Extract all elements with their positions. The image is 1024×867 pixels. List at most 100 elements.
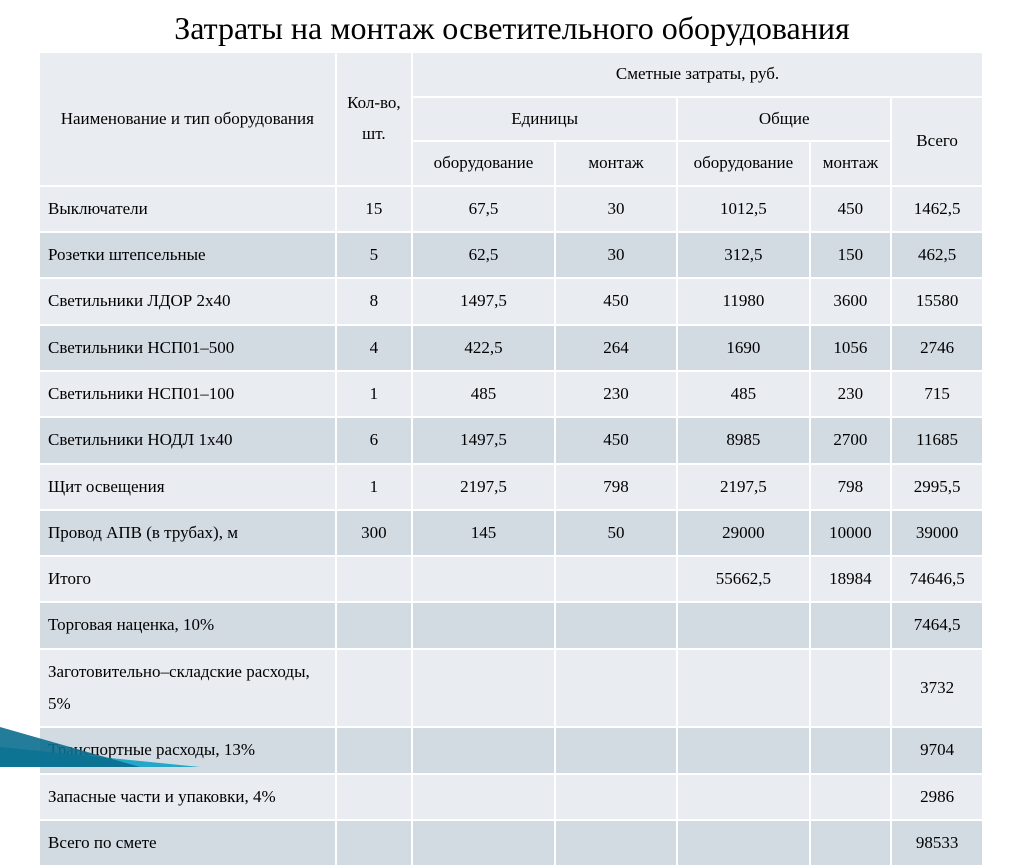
cell-um	[555, 556, 677, 602]
cell-name: Выключатели	[40, 186, 336, 232]
cell-te: 485	[677, 371, 810, 417]
cell-qty	[336, 774, 412, 820]
th-unit-group: Единицы	[412, 97, 677, 142]
cell-te	[677, 649, 810, 728]
page-title: Затраты на монтаж осветительного оборудо…	[40, 10, 984, 47]
cell-tot: 39000	[891, 510, 983, 556]
cell-um	[555, 774, 677, 820]
cell-tot: 74646,5	[891, 556, 983, 602]
th-total-equipment: оборудование	[677, 141, 810, 186]
cell-qty	[336, 820, 412, 866]
cell-qty: 1	[336, 464, 412, 510]
cell-um: 264	[555, 325, 677, 371]
table-row: Выключатели1567,5301012,54501462,5	[40, 186, 983, 232]
costs-table: Наименование и тип оборудования Кол-во, …	[40, 53, 984, 867]
cell-tm: 798	[810, 464, 892, 510]
cell-um	[555, 820, 677, 866]
cell-te: 55662,5	[677, 556, 810, 602]
cell-tm	[810, 774, 892, 820]
cell-tm: 1056	[810, 325, 892, 371]
cell-tm: 18984	[810, 556, 892, 602]
cell-um: 30	[555, 186, 677, 232]
cell-um: 450	[555, 278, 677, 324]
cell-name: Заготовительно–складские расходы, 5%	[40, 649, 336, 728]
cell-te	[677, 774, 810, 820]
cell-ue	[412, 602, 555, 648]
table-row: Щит освещения12197,57982197,57982995,5	[40, 464, 983, 510]
cell-ue: 1497,5	[412, 417, 555, 463]
cell-tot: 2986	[891, 774, 983, 820]
cell-um: 230	[555, 371, 677, 417]
cell-ue	[412, 820, 555, 866]
table-row: Светильники НСП01–1001485230485230715	[40, 371, 983, 417]
cell-ue: 67,5	[412, 186, 555, 232]
cell-tm	[810, 602, 892, 648]
cell-name: Розетки штепсельные	[40, 232, 336, 278]
table-row: Светильники НСП01–5004422,52641690105627…	[40, 325, 983, 371]
cell-ue: 145	[412, 510, 555, 556]
th-total-install: монтаж	[810, 141, 892, 186]
cell-tot: 15580	[891, 278, 983, 324]
cell-name: Итого	[40, 556, 336, 602]
table-row: Светильники ЛДОР 2x4081497,5450119803600…	[40, 278, 983, 324]
cell-te: 29000	[677, 510, 810, 556]
cell-tm	[810, 649, 892, 728]
cell-ue: 2197,5	[412, 464, 555, 510]
cell-qty: 8	[336, 278, 412, 324]
th-cost-group: Сметные затраты, руб.	[412, 53, 983, 97]
cell-te: 312,5	[677, 232, 810, 278]
table-row: Итого 55662,51898474646,5	[40, 556, 983, 602]
table-header: Наименование и тип оборудования Кол-во, …	[40, 53, 983, 186]
table-row: Запасные части и упаковки, 4% 2986	[40, 774, 983, 820]
cell-te: 8985	[677, 417, 810, 463]
cell-name: Светильники НОДЛ 1x40	[40, 417, 336, 463]
cell-qty	[336, 556, 412, 602]
cell-tm: 230	[810, 371, 892, 417]
table-row: Заготовительно–складские расходы, 5%3732	[40, 649, 983, 728]
cell-ue	[412, 649, 555, 728]
cell-name: Светильники НСП01–500	[40, 325, 336, 371]
cell-um: 450	[555, 417, 677, 463]
th-total-group: Общие	[677, 97, 891, 142]
cell-qty: 6	[336, 417, 412, 463]
cell-ue: 485	[412, 371, 555, 417]
cell-te: 11980	[677, 278, 810, 324]
cell-name: Щит освещения	[40, 464, 336, 510]
cell-tm: 10000	[810, 510, 892, 556]
cell-ue	[412, 556, 555, 602]
th-grand-total: Всего	[891, 97, 983, 186]
th-qty: Кол-во, шт.	[336, 53, 412, 186]
cell-um	[555, 649, 677, 728]
cell-te: 1012,5	[677, 186, 810, 232]
cell-tm: 450	[810, 186, 892, 232]
cell-tot: 2995,5	[891, 464, 983, 510]
th-unit-equipment: оборудование	[412, 141, 555, 186]
cell-te	[677, 820, 810, 866]
cell-qty: 1	[336, 371, 412, 417]
cell-tot: 2746	[891, 325, 983, 371]
cell-um: 50	[555, 510, 677, 556]
th-name: Наименование и тип оборудования	[40, 53, 336, 186]
cell-qty	[336, 602, 412, 648]
cell-ue	[412, 774, 555, 820]
cell-qty: 4	[336, 325, 412, 371]
slide-accent-dark	[0, 727, 140, 767]
cell-tot: 11685	[891, 417, 983, 463]
cell-tot: 715	[891, 371, 983, 417]
cell-tm	[810, 820, 892, 866]
cell-qty	[336, 649, 412, 728]
cell-um	[555, 602, 677, 648]
cell-um: 798	[555, 464, 677, 510]
cell-tot: 462,5	[891, 232, 983, 278]
cell-ue: 1497,5	[412, 278, 555, 324]
cell-te: 1690	[677, 325, 810, 371]
th-unit-install: монтаж	[555, 141, 677, 186]
table-row: Светильники НОДЛ 1x4061497,5450898527001…	[40, 417, 983, 463]
cell-tm: 150	[810, 232, 892, 278]
cell-tot: 98533	[891, 820, 983, 866]
table-row: Всего по смете98533	[40, 820, 983, 866]
table-row: Торговая наценка, 10%7464,5	[40, 602, 983, 648]
cell-name: Запасные части и упаковки, 4%	[40, 774, 336, 820]
cell-tot: 1462,5	[891, 186, 983, 232]
cell-um: 30	[555, 232, 677, 278]
